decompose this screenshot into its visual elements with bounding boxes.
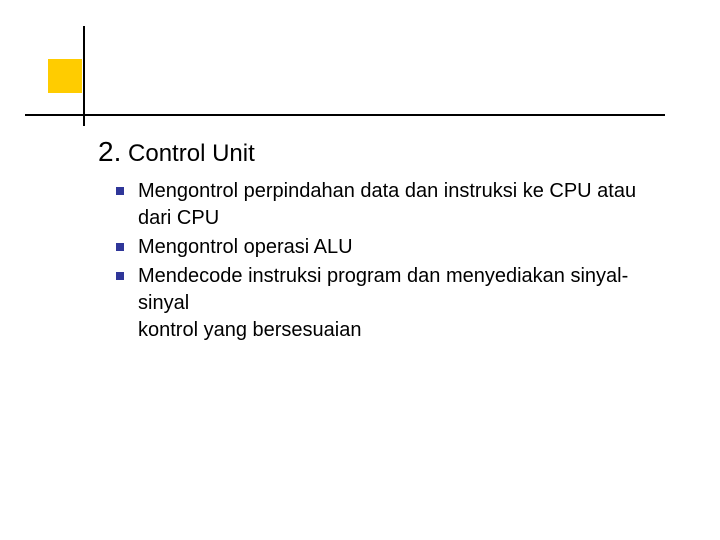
square-bullet-icon (116, 243, 124, 251)
list-item-text: Mendecode instruksi program dan menyedia… (138, 263, 658, 344)
list-item-text: Mengontrol perpindahan data dan instruks… (138, 178, 636, 232)
list-item: Mengontrol operasi ALU (98, 234, 658, 261)
bullet-list: Mengontrol perpindahan data dan instruks… (98, 178, 658, 344)
slide: 2. Control Unit Mengontrol perpindahan d… (0, 0, 720, 540)
list-item: Mengontrol perpindahan data dan instruks… (98, 178, 658, 232)
heading-number: 2. (98, 136, 121, 167)
section-heading: 2. Control Unit (98, 136, 658, 168)
square-bullet-icon (116, 187, 124, 195)
content-area: 2. Control Unit Mengontrol perpindahan d… (98, 136, 658, 346)
list-item: Mendecode instruksi program dan menyedia… (98, 263, 658, 344)
horizontal-rule (25, 114, 665, 116)
heading-title: Control Unit (128, 140, 255, 167)
list-item-text: Mengontrol operasi ALU (138, 234, 353, 261)
accent-box (48, 59, 82, 93)
vertical-rule (83, 26, 85, 126)
square-bullet-icon (116, 272, 124, 280)
